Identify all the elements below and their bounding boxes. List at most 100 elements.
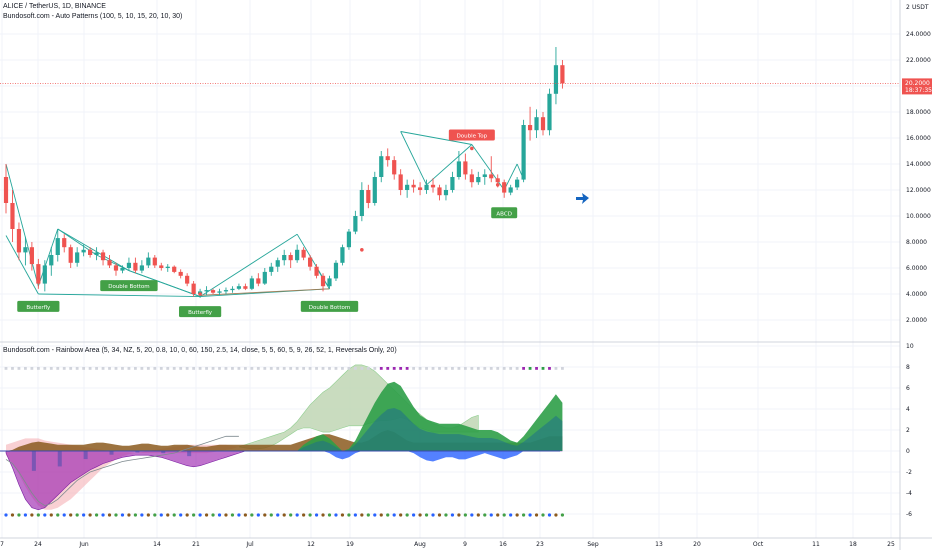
osc-bottom-dot <box>159 513 163 517</box>
pattern-line <box>57 228 130 271</box>
pattern-label-box <box>179 306 222 318</box>
osc-top-dot <box>114 367 118 370</box>
osc-bottom-dot <box>457 513 461 517</box>
time-tick-label: 24 <box>34 541 42 548</box>
osc-top-dot <box>276 367 280 370</box>
candle-body <box>333 262 339 279</box>
osc-bottom-dot <box>10 513 15 517</box>
osc-top-dot <box>282 367 286 370</box>
candle-body <box>495 178 500 183</box>
osc-top-dot <box>88 367 92 370</box>
osc-bottom-dot <box>321 513 325 517</box>
tagged-point <box>360 248 364 252</box>
osc-top-dot <box>75 367 79 370</box>
osc-bottom-dot <box>379 513 383 517</box>
osc-top-dot <box>431 367 435 370</box>
candle-body <box>327 278 332 287</box>
pattern-line <box>128 270 201 298</box>
price-tick-label: 4.0000 <box>906 291 927 298</box>
candle-body <box>249 278 254 289</box>
pattern-line <box>25 270 39 295</box>
osc-top-dot <box>224 367 228 370</box>
time-tick-label: 19 <box>346 541 354 548</box>
osc-bottom-dot <box>554 513 558 517</box>
candle-body <box>120 268 125 271</box>
candle-body <box>307 257 313 267</box>
osc-bar <box>187 451 192 457</box>
pattern-label-text: Butterfly <box>26 305 51 311</box>
osc-bottom-dot <box>211 513 215 517</box>
candle-body <box>379 156 384 177</box>
candle-body <box>55 238 60 255</box>
osc-cloud-band-bull <box>238 364 479 450</box>
osc-bottom-dot <box>101 513 105 517</box>
osc-bottom-dot <box>314 513 319 517</box>
candle-body <box>62 238 67 248</box>
osc-bottom-dot <box>224 513 228 517</box>
price-tick-label: 18.0000 <box>906 109 931 116</box>
osc-bottom-dot <box>302 513 306 517</box>
osc-bottom-dot <box>334 513 338 517</box>
price-tick-label: 6.0000 <box>906 265 927 272</box>
candle-body <box>23 247 28 253</box>
osc-bottom-dot <box>418 513 422 517</box>
time-tick-label: 16 <box>499 541 507 548</box>
tagged-point <box>198 292 202 296</box>
osc-top-dot <box>425 367 428 370</box>
osc-top-dot <box>69 367 73 370</box>
osc-top-dot <box>218 367 221 370</box>
osc-top-dot <box>451 367 454 370</box>
candle-body <box>411 184 416 188</box>
osc-bottom-dot <box>373 513 377 517</box>
symbol-title[interactable]: ALICE / TetherUS, 1D, BINANCE <box>3 3 106 10</box>
osc-bottom-dot <box>560 513 565 517</box>
osc-bottom-dot <box>295 513 299 517</box>
candle-body <box>301 249 306 258</box>
pattern-label-box <box>491 207 518 219</box>
osc-top-dot <box>476 367 480 370</box>
osc-tick-label: -4 <box>906 490 912 497</box>
candle-body <box>372 177 377 203</box>
osc-bottom-dot <box>547 513 552 517</box>
left-arrow-icon <box>576 193 589 204</box>
osc-bottom-dot <box>4 513 8 517</box>
candle-body <box>405 184 410 190</box>
osc-tick-label: 2 <box>906 427 910 434</box>
osc-bar <box>135 451 140 453</box>
osc-bottom-dot <box>405 513 409 517</box>
candle-body <box>398 174 403 190</box>
osc-top-dot <box>146 367 150 370</box>
osc-bottom-dot <box>153 513 157 517</box>
osc-bottom-dot <box>366 513 370 517</box>
osc-top-dot <box>334 367 338 370</box>
osc-top-dot <box>17 367 21 370</box>
osc-top-dot <box>49 367 53 370</box>
time-tick-label: 25 <box>887 541 895 548</box>
time-tick-label: Aug <box>414 541 426 548</box>
candle-body <box>482 174 487 177</box>
osc-top-dot <box>366 367 370 370</box>
indicator-rainbow-area[interactable]: Bundosoft.com - Rainbow Area (5, 34, NZ,… <box>3 347 397 354</box>
candle-body <box>139 265 144 271</box>
candle-body <box>3 177 9 203</box>
osc-top-dot <box>36 367 40 370</box>
time-tick-label: 14 <box>153 541 161 548</box>
osc-top-dot <box>548 367 551 370</box>
time-tick-label: Sep <box>587 541 599 548</box>
osc-top-dot <box>179 367 183 370</box>
time-tick-label: 21 <box>192 541 200 548</box>
candle-body <box>366 190 371 203</box>
osc-tick-label: -2 <box>906 469 912 476</box>
candle-body <box>10 203 15 229</box>
osc-blue-area <box>6 451 563 462</box>
pattern-label-box <box>17 300 60 312</box>
price-tick-label: 24.0000 <box>906 31 931 38</box>
indicator-auto-patterns[interactable]: Bundosoft.com - Auto Patterns (100, 5, 1… <box>3 13 183 20</box>
osc-top-dot <box>399 367 403 370</box>
osc-top-dot <box>502 367 506 370</box>
osc-top-dot <box>24 367 27 370</box>
osc-bottom-dot <box>502 513 506 517</box>
candle-body <box>178 271 183 276</box>
osc-tick-label: 0 <box>906 448 910 455</box>
